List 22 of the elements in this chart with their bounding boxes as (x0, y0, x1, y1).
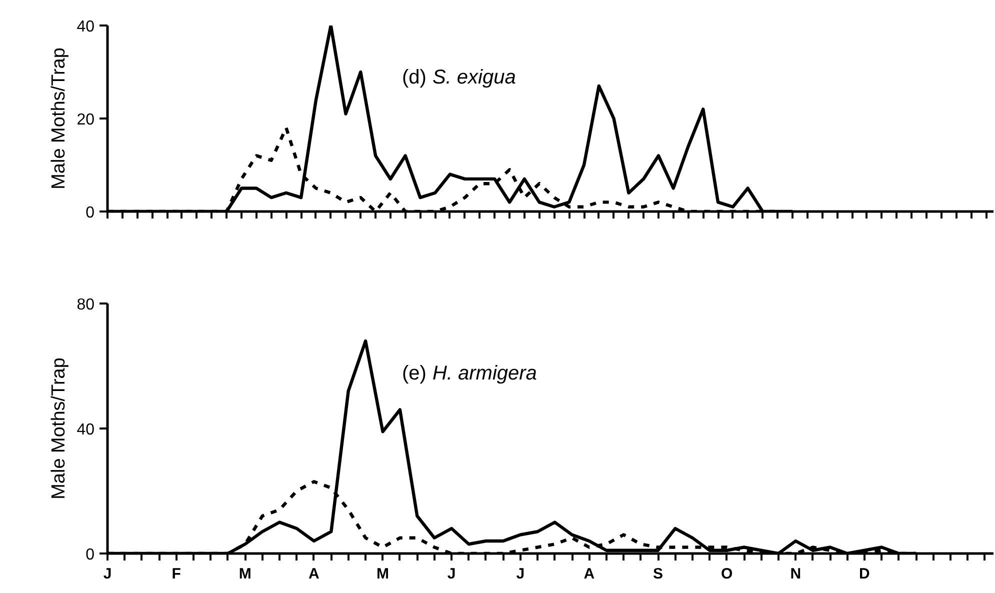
x-tick-label: M (238, 566, 252, 582)
y-tick-label: 20 (76, 112, 95, 128)
y-axis-title: Male Moths/Trap (48, 358, 70, 500)
y-tick-label: 0 (86, 546, 95, 564)
x-tick-label: J (103, 566, 112, 582)
x-tick-label: J (516, 566, 525, 582)
text: (e) H. armigera (402, 362, 537, 384)
x-tick-label: A (584, 566, 595, 582)
x-tick-label: D (859, 566, 870, 582)
text: (d) S. exigua (402, 66, 516, 89)
y-tick-label: 80 (76, 296, 95, 314)
y-tick-label: 40 (76, 422, 95, 438)
x-tick-label: M (376, 566, 390, 582)
y-tick-label: 0 (86, 204, 95, 222)
x-tick-label: A (308, 566, 320, 582)
x-tick-label: F (172, 566, 181, 582)
y-axis-title: Male Moths/Trap (48, 48, 70, 190)
x-tick-label: O (721, 566, 734, 582)
x-tick-label: J (447, 566, 456, 582)
y-tick-label: 40 (76, 18, 95, 36)
x-tick-label: S (653, 566, 664, 582)
x-tick-label: N (790, 566, 802, 582)
